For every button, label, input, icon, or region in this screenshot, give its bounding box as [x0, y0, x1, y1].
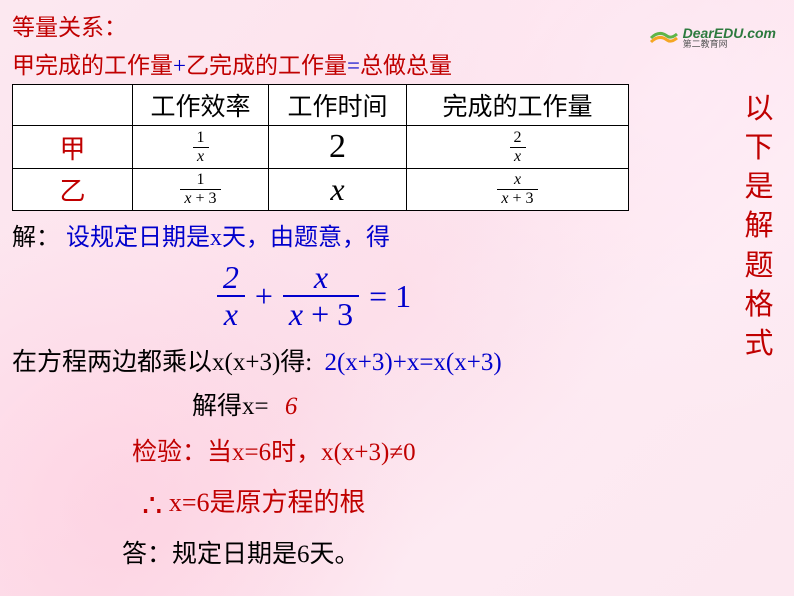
th-time: 工作时间 [269, 85, 407, 126]
solve-label: 解： [12, 225, 60, 251]
frac-den: x [510, 148, 526, 166]
rel-eq: = [347, 53, 360, 78]
rel-part2: 乙完成的工作量 [186, 53, 347, 78]
eq-num: x [283, 260, 359, 297]
row-jia-label: 甲 [13, 126, 133, 169]
cell-val: 2 [329, 128, 346, 165]
rel-part3: 总做总量 [360, 53, 452, 78]
mult-expr: x(x+3) [212, 349, 280, 376]
eq-num: 2 [217, 260, 245, 297]
cell-jia-work: 2x [407, 126, 629, 169]
therefore-symbol: ∴ [142, 487, 162, 523]
th-work: 完成的工作量 [407, 85, 629, 126]
solvex-value: 6 [275, 393, 298, 420]
eq-den: x [217, 297, 245, 332]
eq-plus: + [249, 278, 279, 314]
eq-den: x + 3 [283, 297, 359, 332]
main-equation: 2x + xx + 3 = 1 [0, 260, 782, 332]
row-yi-label: 乙 [13, 169, 133, 211]
frac-num: x [497, 171, 537, 190]
frac-den: x + 3 [180, 190, 220, 208]
mult-text2: 得: [280, 349, 312, 376]
frac-num: 1 [180, 171, 220, 190]
cell-val: x [330, 171, 344, 207]
solvex-label: 解得x= [192, 393, 269, 420]
solve-x-line: 解得x= 6 [192, 386, 782, 422]
frac-num: 2 [510, 129, 526, 148]
table-corner [13, 85, 133, 126]
rel-part1: 甲完成的工作量 [12, 53, 173, 78]
eq-eq: = 1 [363, 278, 417, 314]
heading-relation: 等量关系： [12, 8, 782, 42]
therefore-text: x=6是原方程的根 [169, 488, 366, 517]
frac-num: 1 [193, 129, 209, 148]
frac-den: x [193, 148, 209, 166]
multiply-line: 在方程两边都乘以x(x+3)得: 2(x+3)+x=x(x+3) [12, 342, 782, 378]
cell-yi-work: xx + 3 [407, 169, 629, 211]
mult-text1: 在方程两边都乘以 [12, 349, 212, 376]
th-efficiency: 工作效率 [133, 85, 269, 126]
mult-result: 2(x+3)+x=x(x+3) [324, 349, 501, 376]
cell-yi-time: x [269, 169, 407, 211]
relation-equation: 甲完成的工作量+乙完成的工作量=总做总量 [12, 46, 782, 80]
cell-yi-eff: 1x + 3 [133, 169, 269, 211]
frac-den: x + 3 [497, 190, 537, 208]
solve-line: 解： 设规定日期是x天，由题意，得 [12, 217, 782, 252]
answer-line: 答：规定日期是6天。 [122, 534, 782, 570]
rel-plus: + [173, 53, 186, 78]
cell-jia-eff: 1x [133, 126, 269, 169]
cell-jia-time: 2 [269, 126, 407, 169]
therefore-line: ∴ x=6是原方程的根 [142, 482, 782, 524]
work-table: 工作效率 工作时间 完成的工作量 甲 1x 2 2x 乙 1x + 3 x xx… [12, 84, 629, 211]
solve-text: 设规定日期是x天，由题意，得 [66, 225, 390, 251]
check-line: 检验：当x=6时，x(x+3)≠0 [132, 432, 782, 468]
